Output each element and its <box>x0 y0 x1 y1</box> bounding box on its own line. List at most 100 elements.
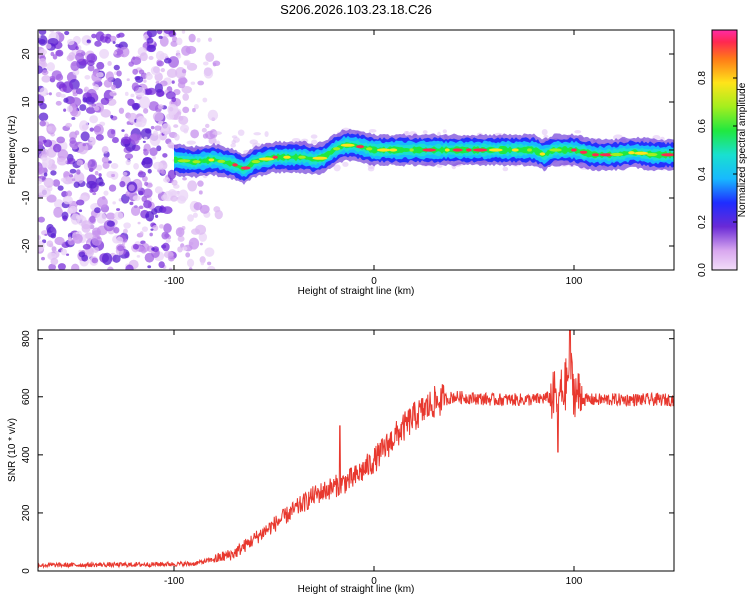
spectrogram-noise-blob <box>116 70 122 77</box>
spectrogram-noise-blob <box>72 233 83 244</box>
spectrogram-noise-blob <box>143 200 152 209</box>
spectrogram-faint-blob <box>212 131 222 136</box>
spectrogram-noise-blob <box>177 54 182 59</box>
spectrogram-noise-blob <box>108 184 117 192</box>
spectrogram-noise-blob <box>46 194 57 203</box>
spectrogram-noise-blob <box>118 107 125 114</box>
spectrogram-noise-blob <box>188 237 200 250</box>
spectrogram-noise-blob <box>154 125 162 131</box>
spectrogram-noise-blob <box>161 194 170 201</box>
colorbar-tick-label: 0.2 <box>697 215 708 229</box>
spectrogram-noise-blob <box>185 252 191 258</box>
spectrogram-noise-blob <box>164 233 170 238</box>
spectrogram-noise-blob <box>51 246 57 252</box>
spectrogram-noise-blob <box>201 127 207 133</box>
spectrogram-noise-blob <box>43 139 53 148</box>
spectrogram-noise-blob <box>57 263 66 270</box>
spectrogram-noise-blob <box>43 177 54 188</box>
spectrogram-noise-blob <box>146 44 157 53</box>
spectrogram-noise-blob <box>193 202 203 211</box>
spectrogram-noise-blob <box>51 70 62 80</box>
spectrogram-noise-blob <box>38 178 43 185</box>
spectrogram-noise-blob <box>186 258 195 268</box>
spectrogram-noise-blob <box>80 131 90 142</box>
spectrogram-noise-blob <box>117 32 125 38</box>
spectrogram-faint-blob <box>502 166 509 172</box>
spectrogram-noise-blob <box>176 37 183 46</box>
spectrogram-noise-blob <box>173 124 179 128</box>
spectrogram-noise-blob <box>38 235 41 241</box>
spectrogram-noise-blob <box>38 150 41 154</box>
spectrogram-noise-blob <box>158 35 163 39</box>
spectrogram-noise-blob <box>57 149 69 160</box>
spectrogram-noise-blob <box>125 264 134 270</box>
spectrogram-noise-blob <box>66 105 73 113</box>
spectrogram-noise-blob <box>38 141 44 149</box>
spectrogram-noise-blob <box>160 68 166 73</box>
spectrogram-noise-blob <box>55 49 64 57</box>
spectrogram-noise-blob <box>181 30 186 34</box>
spectrogram-noise-blob <box>73 181 80 188</box>
spectrogram-noise-blob <box>156 60 164 67</box>
spectrogram-noise-blob <box>46 226 57 238</box>
spectrogram-noise-blob <box>150 228 154 231</box>
spectrogram-noise-blob <box>112 254 121 263</box>
spectrogram-noise-blob <box>167 169 177 180</box>
spectrogram-noise-blob <box>177 235 185 242</box>
spectrogram-hotspot <box>272 155 278 159</box>
spectrogram-noise-blob <box>65 122 73 128</box>
spectrogram-noise-blob <box>152 111 164 122</box>
spectrogram-noise-blob <box>135 76 144 83</box>
spectrogram-hotspot <box>599 153 614 157</box>
spectrogram-noise-blob <box>39 102 47 110</box>
spectrogram-faint-blob <box>237 129 245 136</box>
spectrogram-noise-blob <box>100 97 110 106</box>
spectrogram-noise-blob <box>56 136 66 144</box>
spectrogram-noise-blob <box>197 180 204 187</box>
spectrogram-noise-blob <box>84 86 89 92</box>
spectrogram-noise-blob <box>124 91 129 96</box>
spectrogram-noise-blob <box>125 159 131 166</box>
spectrogram-hotspot <box>634 151 649 155</box>
spectrogram-noise-blob <box>86 60 95 66</box>
spectrogram-noise-blob <box>143 108 149 114</box>
spectrogram-noise-blob <box>92 82 96 86</box>
spectrogram-noise-blob <box>64 30 70 36</box>
spectrogram-noise-blob <box>106 266 114 270</box>
spectrogram-noise-blob <box>202 133 209 139</box>
spectrogram-noise-blob <box>41 148 49 158</box>
spectrogram-noise-blob <box>145 211 155 222</box>
spectrogram-noise-blob <box>94 170 99 176</box>
spectrogram-noise-blob <box>41 62 46 67</box>
spectrogram-noise-blob <box>106 220 115 227</box>
spectrogram-noise-blob <box>139 231 144 236</box>
spectrogram-noise-blob <box>84 232 94 240</box>
spectrogram-noise-blob <box>72 145 78 150</box>
spectrogram-noise-blob <box>61 190 68 198</box>
spectrogram-hotspot <box>240 166 251 170</box>
spectrogram-noise-blob <box>146 30 157 38</box>
spectrogram-hotspot <box>177 159 191 163</box>
spectrogram-noise-blob <box>123 222 131 229</box>
spectrogram-noise-blob <box>214 209 223 220</box>
spectrogram-noise-blob <box>88 104 93 107</box>
spectrogram-noise-blob <box>132 103 140 111</box>
spectrogram-noise-blob <box>107 60 112 66</box>
spectrogram-noise-blob <box>85 106 96 114</box>
spectrogram-noise-blob <box>93 124 104 136</box>
spectrogram-noise-blob <box>71 263 80 270</box>
spectrogram-noise-blob <box>43 172 48 177</box>
spectrogram-noise-blob <box>89 215 96 223</box>
spectrogram-faint-blob <box>543 134 549 139</box>
spectrogram-noise-blob <box>126 78 130 82</box>
spectrogram-noise-blob <box>150 125 155 130</box>
spectrogram-hotspot <box>208 158 215 162</box>
spectrogram-noise-blob <box>109 35 117 43</box>
spectrogram-faint-blob <box>310 134 318 139</box>
spectrogram-noise-blob <box>154 186 163 194</box>
spectrogram-noise-blob <box>207 261 212 266</box>
spectrogram-noise-blob <box>53 143 62 153</box>
spectrogram-hotspot <box>356 145 365 149</box>
spectrogram-noise-blob <box>60 248 68 256</box>
spectrogram-noise-blob <box>82 143 87 147</box>
